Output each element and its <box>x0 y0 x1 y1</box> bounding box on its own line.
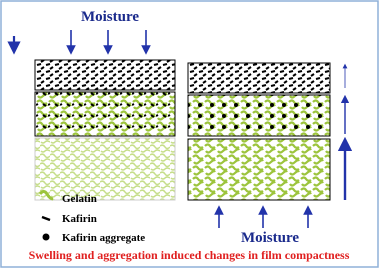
legend-label: Kafirin <box>62 213 97 225</box>
legend-label: Gelatin <box>62 193 97 205</box>
moisture-top: Moisture <box>81 9 139 25</box>
left-film <box>35 60 175 200</box>
caption: Swelling and aggregation induced changes… <box>29 248 350 262</box>
legend-label: Kafirin aggregate <box>62 232 145 244</box>
right-film <box>188 63 330 200</box>
diagram: Moisture Moisture Gelatin Kafirin Kafiri… <box>0 0 379 268</box>
legend-icon <box>43 234 50 241</box>
moisture-bottom: Moisture <box>241 230 299 246</box>
